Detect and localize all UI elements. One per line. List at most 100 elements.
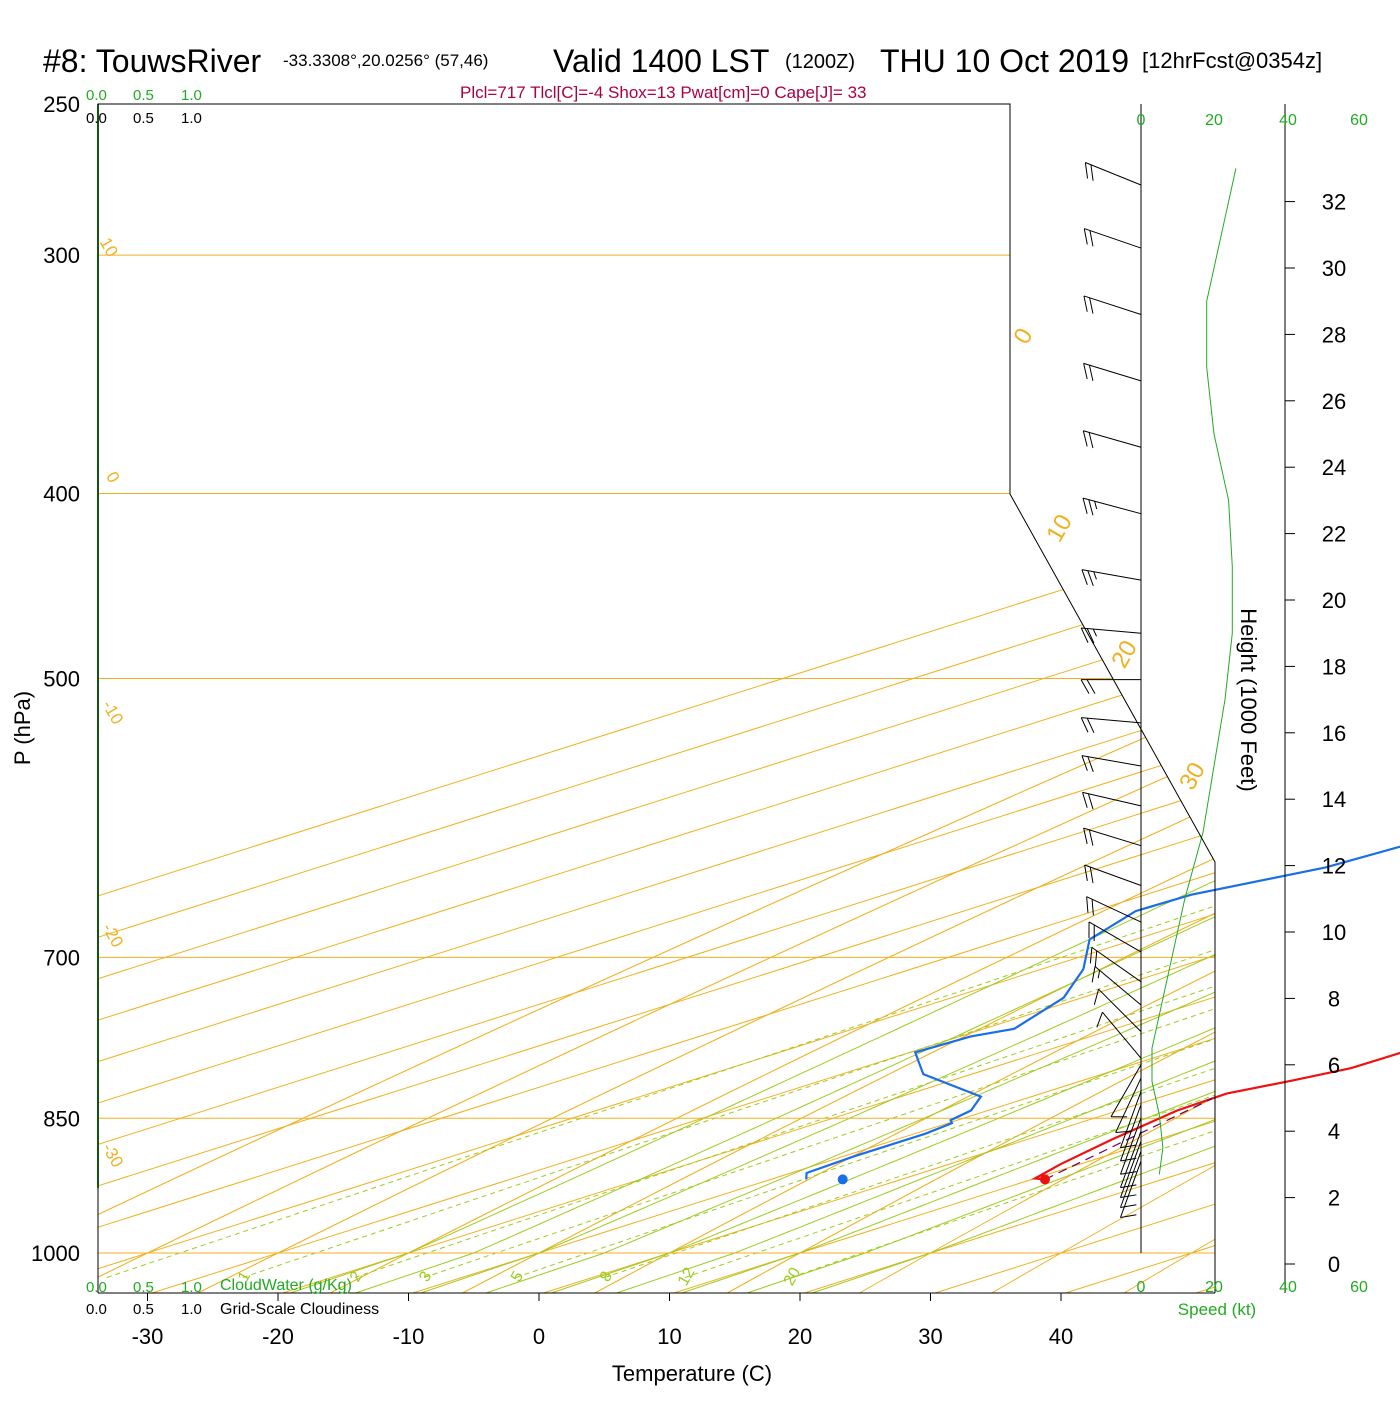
wind-barb-feather	[1088, 794, 1093, 809]
wind-barb	[1084, 363, 1141, 381]
x-tick-label: 10	[657, 1324, 681, 1349]
dry-adiabat	[860, 109, 1400, 1293]
wind-barb-feather	[1087, 897, 1088, 913]
x-tick-label: -30	[132, 1324, 164, 1349]
height-tick-label: 14	[1322, 787, 1346, 812]
cloud-bottom-green-0: 0.0	[86, 1279, 107, 1296]
mixing-ratio-line	[605, 494, 1400, 1278]
wind-barb	[1082, 756, 1141, 772]
wind-barb-half-feather	[1094, 572, 1097, 580]
height-tick-label: 32	[1322, 190, 1346, 215]
y-tick-label: 700	[43, 945, 80, 970]
wind-barb-feather	[1083, 792, 1088, 807]
height-tick-label: 4	[1328, 1119, 1340, 1144]
wind-barb	[1087, 897, 1141, 922]
wind-barb-feather	[1092, 966, 1095, 982]
y-tick-label: 1000	[31, 1241, 80, 1266]
isotherm-line	[805, 104, 1400, 1293]
speed-bottom-40: 40	[1279, 1279, 1297, 1296]
isotherm-line	[0, 104, 1400, 1293]
height-tick-label: 6	[1328, 1053, 1340, 1078]
x-tick-label: 40	[1049, 1324, 1073, 1349]
isotherm-line	[0, 104, 1400, 1293]
isotherm-line	[0, 104, 1400, 1293]
speed-top-40: 40	[1279, 112, 1297, 129]
wind-barb-shaft	[1120, 1105, 1141, 1161]
speed-top-20: 20	[1205, 112, 1223, 129]
isotherm-line	[544, 104, 1400, 1293]
isotherm-line	[1066, 104, 1400, 1293]
height-tick-label: 0	[1328, 1252, 1340, 1277]
cloud-top-green-0: 0.0	[86, 87, 107, 104]
isotherm-label: -20	[98, 920, 127, 951]
isotherm-label: 10	[96, 234, 122, 260]
wind-barb-feather	[1090, 867, 1093, 883]
cloud-top-black-1: 0.5	[133, 110, 154, 127]
y-axis-label: P (hPa)	[10, 691, 35, 765]
moist-adiabat	[551, 87, 1400, 1293]
moist-adiabat	[486, 87, 1400, 1293]
wind-barb-shaft	[1081, 718, 1141, 723]
wind-barb-feather	[1082, 570, 1087, 585]
wind-barb	[1081, 680, 1141, 694]
wind-barb-feather	[1081, 718, 1088, 733]
y-tick-label: 850	[43, 1106, 80, 1131]
wind-barb-feather	[1084, 296, 1087, 312]
moist-adiabat	[812, 87, 1400, 1293]
x-tick-label: 20	[788, 1324, 812, 1349]
valid-date: THU 10 Oct 2019	[880, 43, 1129, 79]
cloud-top-black-0: 0.0	[86, 110, 107, 127]
height-tick-label: 10	[1322, 920, 1346, 945]
isotherm-label: 10	[1041, 510, 1078, 547]
mixing-ratio-line	[243, 494, 1400, 1278]
speed-axis-label: Speed (kt)	[1178, 1300, 1256, 1319]
mixing-ratio-line	[791, 494, 1400, 1278]
wind-barb-shaft	[1095, 966, 1141, 1005]
mixing-ratio-label: 5	[508, 1269, 527, 1285]
mixing-ratio-label: 3	[416, 1269, 435, 1285]
isotherm-label: 20	[1106, 636, 1143, 673]
wind-barb-feather	[1081, 628, 1088, 643]
isotherm-line	[0, 104, 1400, 1293]
speed-bottom-0: 0	[1137, 1279, 1146, 1296]
isotherm-label: 0	[1008, 324, 1038, 349]
wind-barb-feather	[1087, 628, 1094, 643]
isotherm-label: -10	[98, 697, 127, 728]
isotherm-label: 0	[102, 468, 123, 486]
height-tick-label: 22	[1322, 522, 1346, 547]
height-tick-label: 26	[1322, 389, 1346, 414]
height-tick-label: 12	[1322, 854, 1346, 879]
dry-adiabat	[1389, 109, 1400, 1293]
height-tick-label: 24	[1322, 455, 1346, 480]
cloud-bottom-green-2: 1.0	[181, 1279, 202, 1296]
isotherm-line	[152, 104, 1400, 1293]
surface-dewpoint-marker	[838, 1174, 848, 1184]
y-tick-label: 400	[43, 482, 80, 507]
isotherm-label: 30	[1174, 758, 1211, 795]
wind-barb-feather	[1120, 1205, 1136, 1208]
station-coords: -33.3308°,20.0256° (57,46)	[283, 51, 488, 70]
wind-barb-feather	[1090, 298, 1093, 314]
wind-barb	[1120, 1105, 1141, 1161]
wind-barb-feather	[1084, 229, 1087, 245]
cloud-bottom-green-1: 0.5	[133, 1279, 154, 1296]
x-tick-label: -20	[262, 1324, 294, 1349]
valid-zulu: (1200Z)	[785, 51, 855, 73]
wind-barb	[1085, 865, 1141, 886]
dry-adiabat	[198, 109, 1400, 1293]
cloud-bottom-black-2: 1.0	[181, 1301, 202, 1318]
speed-top-60: 60	[1350, 112, 1368, 129]
isotherm-label: -30	[98, 1140, 127, 1171]
wind-barb-half-feather	[1095, 501, 1097, 509]
wind-barb-feather	[1120, 1215, 1136, 1218]
wind-barb	[1081, 628, 1141, 643]
moist-adiabat	[290, 87, 1400, 1293]
wind-barb-feather	[1095, 951, 1096, 967]
isotherm-line	[22, 104, 1400, 1293]
wind-barb-feather	[1084, 363, 1088, 379]
cloud-bottom-black-0: 0.0	[86, 1301, 107, 1318]
height-tick-label: 30	[1322, 256, 1346, 281]
